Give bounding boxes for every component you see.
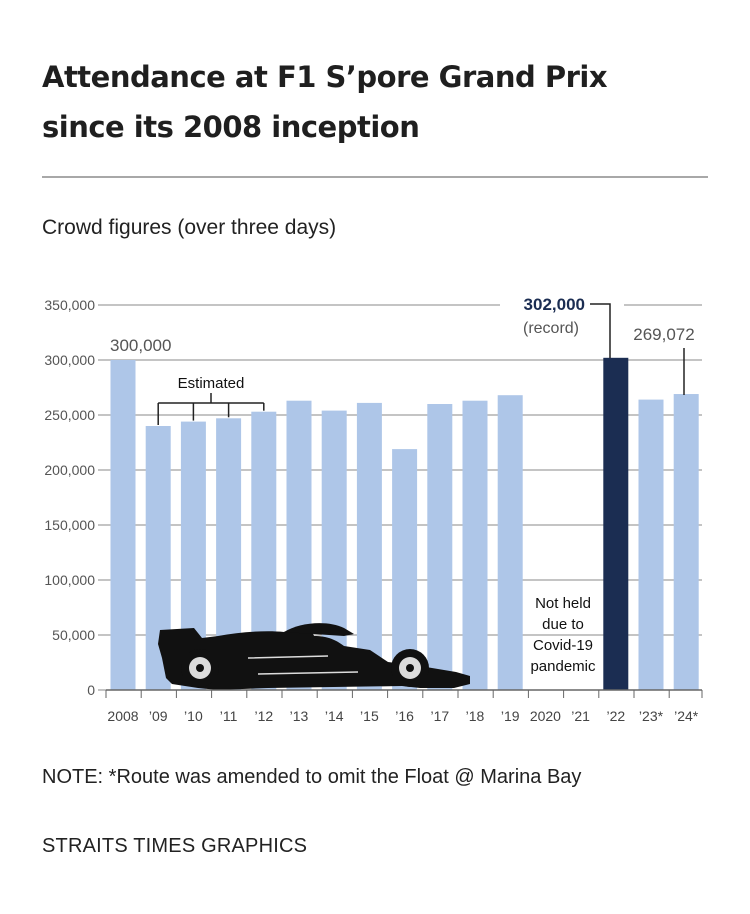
not-held-text: Covid-19 [533,637,593,654]
estimated-label: Estimated [178,375,245,392]
x-tick-label: ’16 [395,708,414,724]
y-tick-label: 150,000 [44,517,95,533]
data-label-2024: 269,072 [633,325,694,344]
title-divider [42,176,708,178]
record-label: 302,000 [524,295,585,314]
bar-10 [462,400,488,690]
x-tick-label: ’19 [501,708,520,724]
not-held-text: pandemic [530,658,596,675]
y-tick-label: 350,000 [44,297,95,313]
y-tick-label: 200,000 [44,462,95,478]
bar-14 [603,357,629,690]
not-held-text: Not held [535,595,591,612]
title-line-2: since its 2008 inception [42,110,420,144]
x-tick-label: ’13 [290,708,309,724]
record-leader-line [590,303,611,358]
y-axis: 0 50,000 100,000 150,000 200,000 250,000 300,0… [44,297,106,698]
x-tick-label: ’15 [360,708,379,724]
not-held-text: due to [542,616,584,633]
chart-subtitle: Crowd figures (over three days) [42,216,337,239]
x-tick-label: ’17 [430,708,449,724]
bar-16 [673,394,699,690]
x-tick-label: ’21 [571,708,590,724]
y-tick-label: 100,000 [44,572,95,588]
y-tick-label: 50,000 [52,627,95,643]
x-tick-label: ’11 [220,708,238,724]
y-tick-label: 300,000 [44,352,95,368]
x-tick-label: ’10 [184,708,203,724]
race-car-icon [158,623,470,690]
record-sublabel: (record) [523,320,579,337]
x-tick-label: ’09 [149,708,168,724]
y-tick-label: 0 [87,682,95,698]
data-label-2008: 300,000 [110,336,171,355]
footnote: NOTE: *Route was amended to omit the Flo… [42,766,582,788]
x-tick-label: 2020 [530,708,561,724]
bar-15 [638,399,664,690]
chart-title: Attendance at F1 S’pore Grand Prix since… [42,52,702,152]
bar-0 [110,360,136,690]
bar-9 [427,404,453,690]
x-tick-label: ’14 [325,708,344,724]
x-tick-label: ’22 [606,708,625,724]
bar-7 [356,402,382,690]
x-tick-label: ’18 [466,708,485,724]
x-tick-label: ’23* [639,708,664,724]
credit-line: STRAITS TIMES GRAPHICS [42,835,308,857]
annotations: 300,000 302,000 (record) 269,072 Estimated No… [110,295,695,675]
title-line-1: Attendance at F1 S’pore Grand Prix [42,60,608,94]
x-tick-label: 2008 [107,708,138,724]
bar-11 [497,395,523,690]
x-tick-label: ’12 [254,708,273,724]
x-axis: 2008 ’09 ’10 ’11 ’12 ’13 ’14 ’15 ’16 ’17 ’18 ’19 202… [105,689,703,724]
x-tick-label: ’24* [674,708,699,724]
y-tick-label: 250,000 [44,407,95,423]
